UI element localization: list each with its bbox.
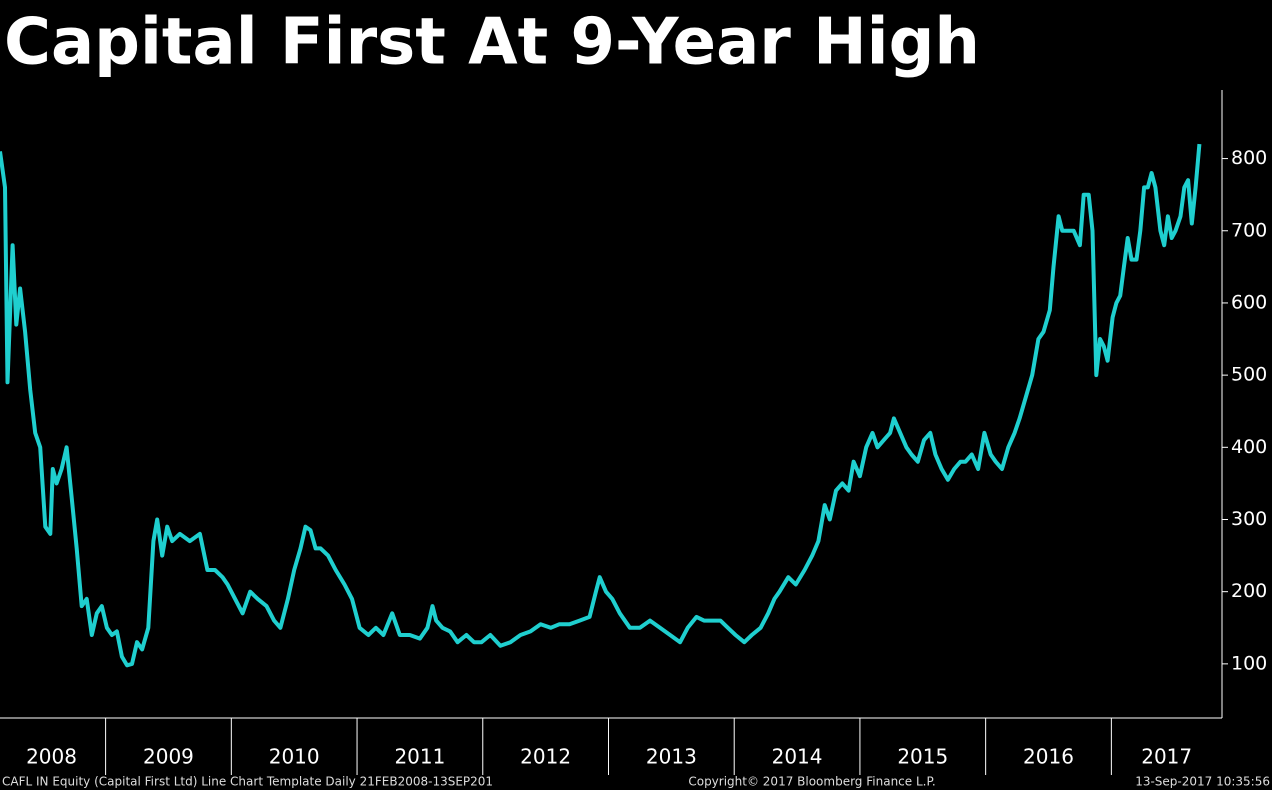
y-tick-label: 100: [1231, 652, 1267, 674]
x-tick-label: 2012: [520, 745, 571, 769]
y-tick-label: 300: [1231, 508, 1267, 530]
y-tick-label: 400: [1231, 436, 1267, 458]
x-tick-label: 2011: [394, 745, 445, 769]
y-tick-label: 800: [1231, 147, 1267, 169]
x-tick-label: 2016: [1023, 745, 1074, 769]
y-tick-label: 500: [1231, 364, 1267, 386]
x-tick-label: 2017: [1141, 745, 1192, 769]
chart-title: Capital First At 9-Year High: [4, 6, 980, 80]
y-tick-label: 600: [1231, 291, 1267, 313]
x-tick-label: 2015: [897, 745, 948, 769]
x-tick-label: 2009: [143, 745, 194, 769]
x-tick-label: 2013: [646, 745, 697, 769]
x-tick-label: 2014: [772, 745, 823, 769]
x-tick-label: 2008: [26, 745, 77, 769]
data-line: [0, 143, 1202, 668]
footer-left: CAFL IN Equity (Capital First Ltd) Line …: [2, 775, 493, 789]
footer-right: 13-Sep-2017 10:35:56: [1135, 775, 1270, 789]
y-tick-label: 200: [1231, 580, 1267, 602]
y-tick-label: 700: [1231, 219, 1267, 241]
x-tick-label: 2010: [269, 745, 320, 769]
footer-center: Copyright© 2017 Bloomberg Finance L.P.: [688, 775, 935, 789]
